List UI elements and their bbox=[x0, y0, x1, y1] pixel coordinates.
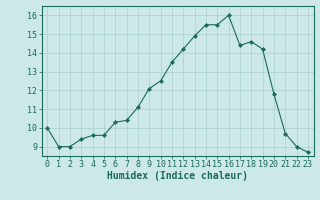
X-axis label: Humidex (Indice chaleur): Humidex (Indice chaleur) bbox=[107, 171, 248, 181]
